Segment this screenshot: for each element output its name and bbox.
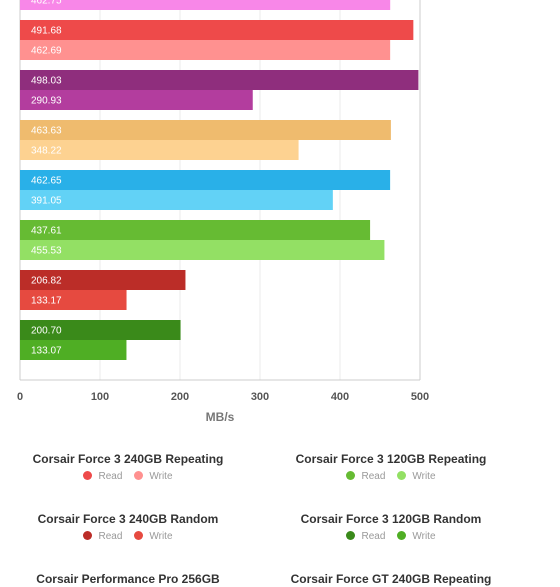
legend-group-title: Corsair Force GT 240GB Repeating: [290, 572, 492, 586]
bar-value-label: 348.22: [31, 146, 62, 157]
legend-item-label: Write: [149, 471, 173, 482]
bar-read: [20, 170, 391, 190]
bar-value-label: 491.68: [31, 26, 62, 37]
x-tick-label: 100: [91, 391, 109, 403]
legend-swatch: [346, 531, 356, 540]
legend-group: Corsair Force GT 240GB Repeating: [261, 571, 521, 587]
bar-read: [20, 270, 186, 290]
legend-group-title: Corsair Force 3 240GB Repeating: [32, 452, 224, 466]
bar-read: [20, 120, 391, 140]
bar-write: [20, 240, 385, 260]
bar-value-label: 206.82: [31, 276, 62, 287]
legend-item-write[interactable]: Write: [397, 531, 436, 543]
legend-group: Corsair Force 3 120GB Random Read Write: [261, 511, 521, 543]
bar-write: [20, 90, 253, 110]
legend-swatch: [83, 471, 93, 480]
legend-item-label: Read: [98, 531, 123, 542]
legend-item-write[interactable]: Write: [134, 531, 173, 543]
bar-value-label: 391.05: [31, 196, 62, 207]
legend-swatch: [397, 471, 407, 480]
bar-value-label: 200.70: [31, 326, 62, 337]
legend-item-read[interactable]: Read: [346, 471, 385, 483]
bar-value-label: 462.69: [31, 46, 62, 57]
bar-write: [20, 290, 127, 310]
legend-group-title: Corsair Force 3 240GB Random: [37, 512, 219, 526]
bar-value-label: 133.17: [31, 296, 62, 307]
bar-value-label: 463.63: [31, 126, 62, 137]
bar-value-label: 462.65: [31, 176, 62, 187]
legend-item-label: Write: [412, 531, 436, 542]
legend-swatch: [397, 531, 407, 540]
x-tick-label: 0: [17, 391, 23, 403]
legend-item-label: Write: [149, 531, 173, 542]
legend-swatch: [346, 471, 356, 480]
bar-write: [20, 40, 391, 60]
x-tick-label: 500: [411, 391, 429, 403]
bar-value-label: 437.61: [31, 226, 62, 237]
bar-value-label: 133.07: [31, 346, 62, 357]
legend-group: Corsair Force 3 240GB Repeating Read Write: [0, 451, 258, 483]
bar-value-label: 455.53: [31, 246, 62, 257]
bar-read: [20, 70, 419, 90]
bar-value-label: 498.03: [31, 76, 62, 87]
legend-swatch: [83, 531, 93, 540]
legend-group-title: Corsair Force 3 120GB Random: [300, 512, 482, 526]
legend-item-write[interactable]: Write: [134, 471, 173, 483]
legend-group-title: Corsair Force 3 120GB Repeating: [295, 452, 487, 466]
legend-group: Corsair Force 3 120GB Repeating Read Write: [261, 451, 521, 483]
x-tick-label: 400: [331, 391, 349, 403]
legend-item-label: Read: [361, 531, 386, 542]
bar-write: [20, 0, 391, 10]
legend-group: Corsair Force 3 240GB Random Read Write: [0, 511, 258, 543]
bar-read: [20, 320, 181, 340]
legend-item-read[interactable]: Read: [83, 531, 122, 543]
bar-value-label: 462.75: [31, 0, 62, 7]
bar-value-label: 290.93: [31, 96, 62, 107]
x-tick-label: 200: [171, 391, 189, 403]
bar-read: [20, 220, 371, 240]
bars: 501.35462.75491.68462.69498.03290.93463.…: [20, 0, 419, 360]
legend-item-label: Read: [98, 471, 123, 482]
bar-write: [20, 190, 333, 210]
x-axis-title: MB/s: [206, 410, 235, 424]
x-axis: 0 100 200 300 400 500: [17, 391, 429, 403]
legend-group: Corsair Performance Pro 256GB: [0, 571, 258, 587]
legend-item-label: Read: [361, 471, 386, 482]
legend-item-read[interactable]: Read: [346, 531, 385, 543]
legend-item-label: Write: [412, 471, 436, 482]
bar-write: [20, 340, 127, 360]
bar-read: [20, 20, 414, 40]
legend-group-title: Corsair Performance Pro 256GB: [36, 572, 220, 586]
x-tick-label: 300: [251, 391, 269, 403]
bar-write: [20, 140, 299, 160]
legend-item-write[interactable]: Write: [397, 471, 436, 483]
legend-swatch: [134, 531, 144, 540]
legend-swatch: [134, 471, 144, 480]
legend-item-read[interactable]: Read: [83, 471, 122, 483]
